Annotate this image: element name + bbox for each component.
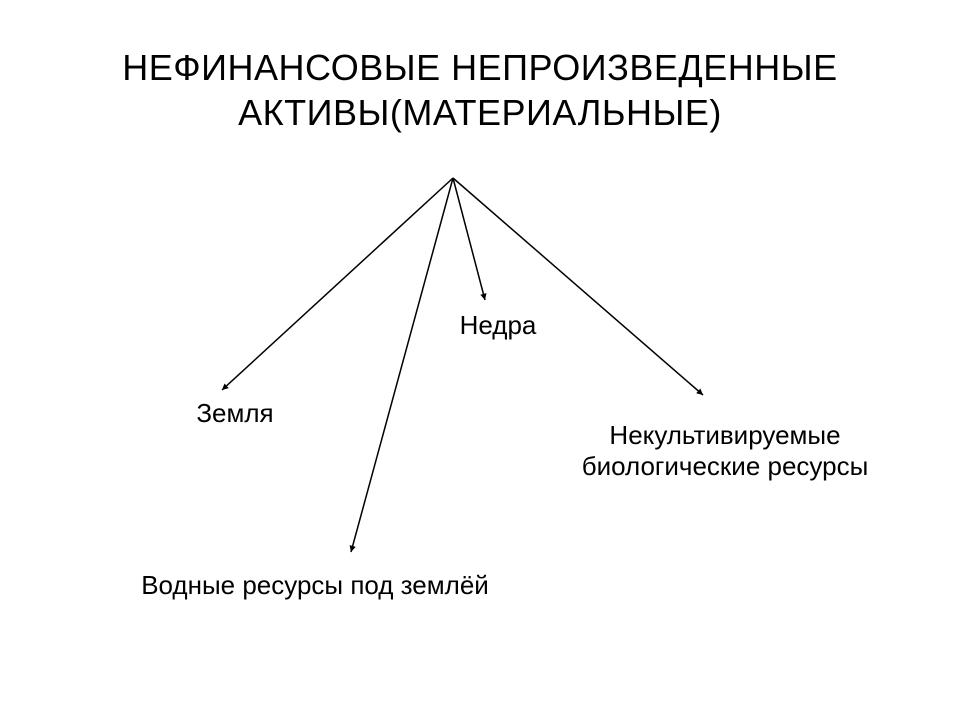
title-line1: НЕФИНАНСОВЫЕ НЕПРОИЗВЕДЕННЫЕ <box>122 47 837 88</box>
node-label: биологические ресурсы <box>582 451 869 481</box>
node-label: Недра <box>460 310 537 340</box>
node-zemlya: Земля <box>155 398 315 429</box>
node-label: Некультивируемые <box>609 420 840 450</box>
node-nekult: Некультивируемыебиологические ресурсы <box>555 420 895 482</box>
node-vodnye: Водные ресурсы под землёй <box>115 570 515 601</box>
diagram-title: НЕФИНАНСОВЫЕ НЕПРОИЗВЕДЕННЫЕ АКТИВЫ(МАТЕ… <box>0 45 960 135</box>
node-label: Земля <box>196 398 273 428</box>
node-nedra: Недра <box>428 310 568 341</box>
title-line2: АКТИВЫ(МАТЕРИАЛЬНЫЕ) <box>238 92 722 133</box>
node-label: Водные ресурсы под землёй <box>141 570 489 600</box>
